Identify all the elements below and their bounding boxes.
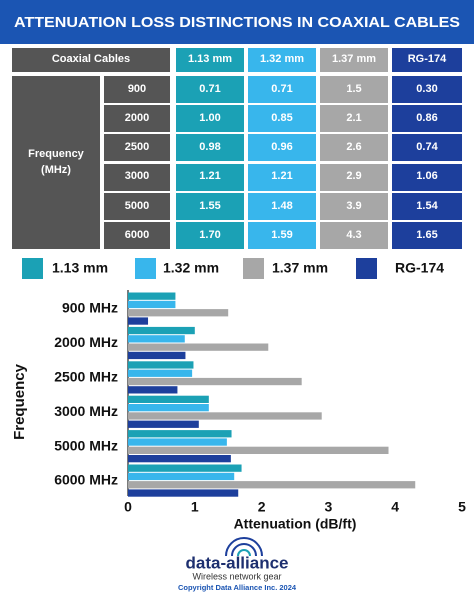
bar [128, 386, 178, 394]
bar [128, 300, 176, 309]
x-tick-label: 3 [325, 499, 333, 515]
x-tick-label: 0 [124, 499, 132, 515]
legend-swatch [22, 258, 43, 279]
bar [128, 335, 185, 343]
logo-text: data-alliance [186, 553, 289, 572]
bar [128, 377, 302, 386]
bar [128, 351, 186, 360]
logo-arc [225, 537, 263, 557]
legend-label: 1.32 mm [163, 260, 219, 276]
logo-arc [231, 543, 257, 557]
bar [128, 420, 199, 428]
bar [128, 404, 209, 412]
bar [128, 317, 149, 325]
legend-label: 1.37 mm [272, 260, 328, 276]
bar [128, 395, 209, 403]
bar [128, 438, 227, 446]
x-tick-label: 2 [258, 499, 266, 515]
tagline: Wireless network gear [192, 571, 281, 581]
bar [128, 326, 195, 335]
x-axis-label: Attenuation (dB/ft) [234, 516, 357, 532]
column-header: 1.32 mm [248, 48, 316, 72]
y-tick-label: 5000 MHz [54, 437, 118, 453]
value-cell: 3.9 [320, 192, 388, 220]
value-cell: 0.71 [248, 76, 316, 103]
value-cell: 1.55 [176, 192, 244, 220]
title-band [0, 0, 474, 44]
column-header: RG-174 [392, 48, 462, 72]
frequency-cell: 2000 [104, 105, 170, 133]
y-tick-label: 900 MHz [62, 300, 118, 316]
legend-swatch [135, 258, 156, 279]
frequency-cell: 2500 [104, 134, 170, 162]
value-cell: 2.9 [320, 163, 388, 191]
value-cell: 1.59 [248, 222, 316, 249]
legend-label: 1.13 mm [52, 260, 108, 276]
frequency-cell: 3000 [104, 163, 170, 191]
value-cell: 1.5 [320, 76, 388, 103]
value-cell: 0.74 [392, 134, 462, 162]
bar [128, 361, 194, 369]
value-cell: 1.70 [176, 222, 244, 249]
bar [128, 430, 232, 438]
bar [128, 412, 322, 420]
value-cell: 1.65 [392, 222, 462, 249]
value-cell: 1.00 [176, 105, 244, 133]
value-cell: 1.06 [392, 163, 462, 191]
value-cell: 2.1 [320, 105, 388, 133]
value-cell: 0.85 [248, 105, 316, 133]
logo [225, 537, 263, 557]
x-tick-label: 5 [458, 499, 466, 515]
value-cell: 0.30 [392, 76, 462, 103]
value-cell: 1.48 [248, 192, 316, 220]
bar [128, 481, 416, 489]
frequency-cell: 5000 [104, 192, 170, 220]
value-cell: 2.6 [320, 134, 388, 162]
value-cell: 0.71 [176, 76, 244, 103]
legend-label: RG-174 [395, 260, 444, 276]
bar [128, 464, 242, 472]
frequency-cell: 900 [104, 76, 170, 103]
legend-swatch [243, 258, 264, 279]
bar [128, 343, 269, 351]
bar [128, 455, 231, 463]
bar [128, 472, 235, 481]
value-cell: 0.98 [176, 134, 244, 162]
x-tick-label: 1 [191, 499, 199, 515]
y-tick-label: 3000 MHz [54, 403, 118, 419]
value-cell: 1.21 [176, 163, 244, 191]
logo-arc [237, 549, 251, 557]
bar [128, 489, 239, 497]
y-axis-label: Frequency [11, 363, 28, 440]
bar [128, 292, 176, 300]
y-tick-label: 2500 MHz [54, 369, 118, 385]
bar [128, 446, 389, 454]
legend-swatch [356, 258, 377, 279]
table-header: Coaxial Cables [12, 48, 170, 72]
value-cell: 1.54 [392, 192, 462, 220]
x-tick-label: 4 [391, 499, 399, 515]
column-header: 1.37 mm [320, 48, 388, 72]
value-cell: 0.86 [392, 105, 462, 133]
bar [128, 369, 193, 377]
column-header: 1.13 mm [176, 48, 244, 72]
row-label: Frequency (MHz) [12, 76, 100, 249]
title: ATTENUATION LOSS DISTINCTIONS IN COAXIAL… [14, 14, 460, 31]
value-cell: 1.21 [248, 163, 316, 191]
bar [128, 309, 229, 317]
value-cell: 4.3 [320, 222, 388, 249]
frequency-cell: 6000 [104, 222, 170, 249]
y-tick-label: 2000 MHz [54, 334, 118, 350]
copyright: Copyright Data Alliance Inc. 2024 [178, 583, 297, 592]
y-tick-label: 6000 MHz [54, 472, 118, 488]
value-cell: 0.96 [248, 134, 316, 162]
